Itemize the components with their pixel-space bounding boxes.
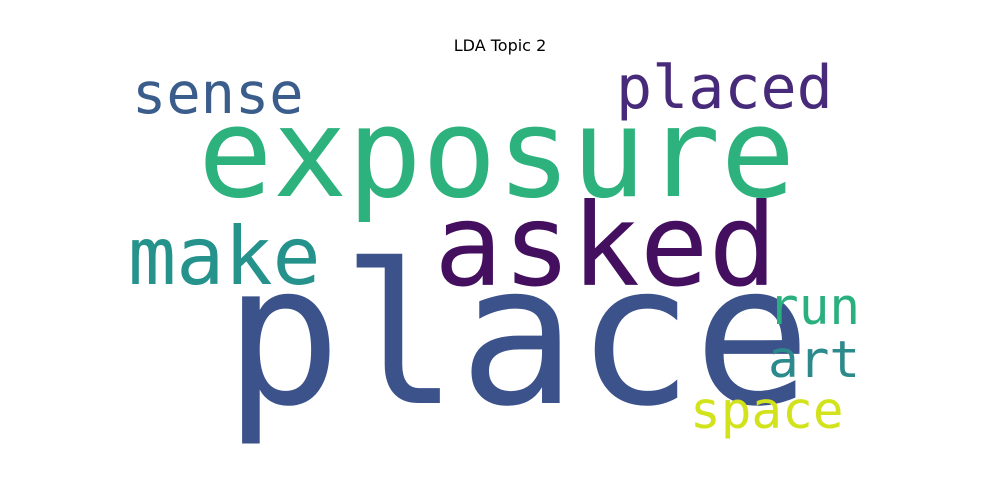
word-placed: placed: [616, 53, 833, 123]
word-asked: asked: [434, 179, 777, 312]
word-exposure: exposure: [198, 82, 795, 226]
word-space: space: [690, 382, 844, 441]
word-run: run: [768, 278, 860, 337]
chart-title: LDA Topic 2: [453, 36, 547, 55]
word-sense: sense: [132, 61, 304, 127]
word-make: make: [128, 210, 321, 303]
word-place: place: [224, 222, 811, 449]
word-art: art: [768, 331, 860, 390]
